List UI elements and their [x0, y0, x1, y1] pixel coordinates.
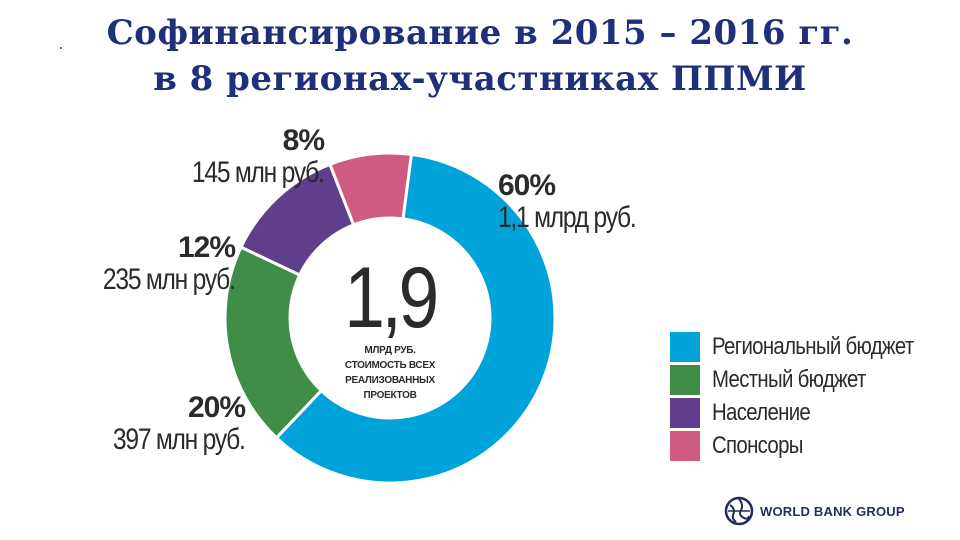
center-caption-line-4: ПРОЕКТОВ — [363, 390, 417, 401]
legend-item-regional: Региональный бюджет — [670, 330, 949, 363]
legend-item-local: Местный бюджет — [670, 363, 949, 396]
label-sponsors: 8% 145 млн руб. — [163, 124, 325, 189]
label-local-percent: 20% — [187, 391, 246, 424]
title-line-2: в 8 регионах-участниках ППМИ — [153, 59, 807, 99]
label-population-percent: 12% — [177, 231, 236, 264]
donut-slice-sponsors — [327, 151, 414, 227]
label-regional: 60% 1,1 млрд руб. — [498, 170, 666, 234]
label-sponsors-percent: 8% — [282, 124, 325, 157]
center-caption-line-1: МЛРД РУБ. — [364, 345, 416, 356]
label-local: 20% 397 млн руб. — [84, 391, 246, 456]
center-total-value: 1,9 — [344, 250, 439, 346]
globe-icon — [724, 496, 754, 526]
legend-swatch-sponsors — [670, 430, 700, 461]
decorative-dot — [60, 47, 62, 49]
donut-slice-regional — [274, 152, 557, 485]
label-regional-amount: 1,1 млрд руб. — [498, 201, 637, 234]
legend-label-population: Население — [712, 398, 811, 426]
legend-label-local: Местный бюджет — [712, 365, 866, 393]
label-population: 12% 235 млн руб. — [74, 231, 236, 296]
legend-swatch-local — [670, 364, 700, 395]
legend-label-regional: Региональный бюджет — [712, 332, 914, 360]
label-regional-percent: 60% — [498, 169, 556, 202]
legend-item-population: Население — [670, 396, 949, 429]
legend-swatch-population — [670, 397, 700, 428]
label-sponsors-amount: 145 млн руб. — [192, 156, 325, 189]
label-population-amount: 235 млн руб. — [103, 263, 236, 296]
label-local-amount: 397 млн руб. — [113, 423, 246, 456]
chart-legend: Региональный бюджет Местный бюджет Насел… — [670, 330, 949, 462]
legend-item-sponsors: Спонсоры — [670, 429, 949, 462]
center-caption: МЛРД РУБ. СТОИМОСТЬ ВСЕХ РЕАЛИЗОВАННЫХ П… — [330, 343, 450, 403]
slide-title: Софинансирование в 2015 – 2016 гг. в 8 р… — [0, 10, 960, 102]
title-line-1: Софинансирование в 2015 – 2016 гг. — [106, 13, 854, 53]
center-caption-line-2: СТОИМОСТЬ ВСЕХ — [344, 360, 436, 371]
legend-swatch-regional — [670, 331, 700, 362]
legend-label-sponsors: Спонсоры — [712, 431, 803, 459]
logo-text: WORLD BANK GROUP — [760, 503, 905, 519]
world-bank-logo: WORLD BANK GROUP — [724, 496, 905, 526]
center-caption-line-3: РЕАЛИЗОВАННЫХ — [345, 375, 435, 386]
